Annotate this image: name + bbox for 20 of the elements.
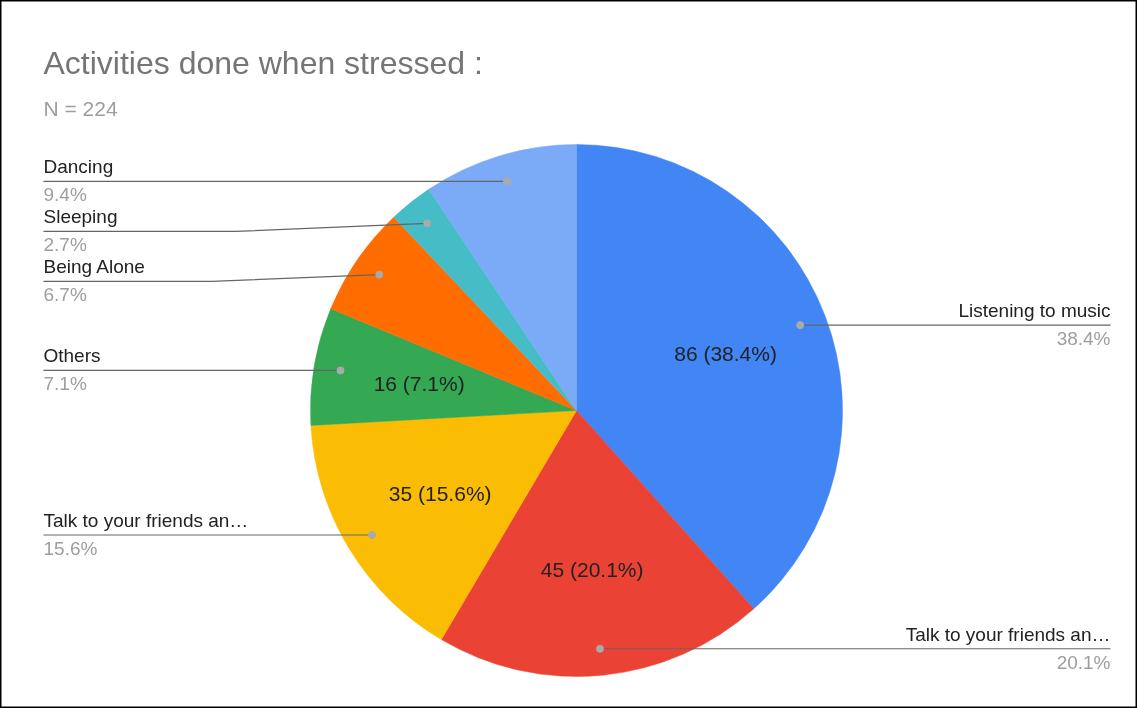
- chart-title: Activities done when stressed :: [43, 44, 483, 81]
- slice-label: Being Alone: [43, 256, 145, 278]
- slice-label: Dancing: [43, 156, 114, 178]
- text: 20.1%: [1056, 651, 1111, 673]
- data-label: 16 (7.1%): [373, 372, 465, 396]
- slice-label: Others: [43, 345, 101, 367]
- text: 15.6%: [43, 538, 98, 560]
- slice-label: Talk to your friends an…: [905, 623, 1111, 645]
- text: 9.4%: [43, 184, 87, 206]
- data-label: 86 (38.4%): [674, 342, 777, 366]
- text: 38.4%: [1056, 328, 1111, 350]
- data-label: 35 (15.6%): [388, 482, 492, 506]
- slice-label: Sleeping: [43, 206, 118, 228]
- text: 2.7%: [43, 234, 87, 256]
- text: 6.7%: [43, 284, 87, 306]
- slice-label: Talk to your friends an…: [43, 510, 249, 532]
- text: 7.1%: [43, 373, 87, 395]
- slice-label: Listening to music: [958, 300, 1111, 322]
- data-label: 45 (20.1%): [540, 557, 644, 581]
- chart-subtitle: N = 224: [43, 97, 118, 120]
